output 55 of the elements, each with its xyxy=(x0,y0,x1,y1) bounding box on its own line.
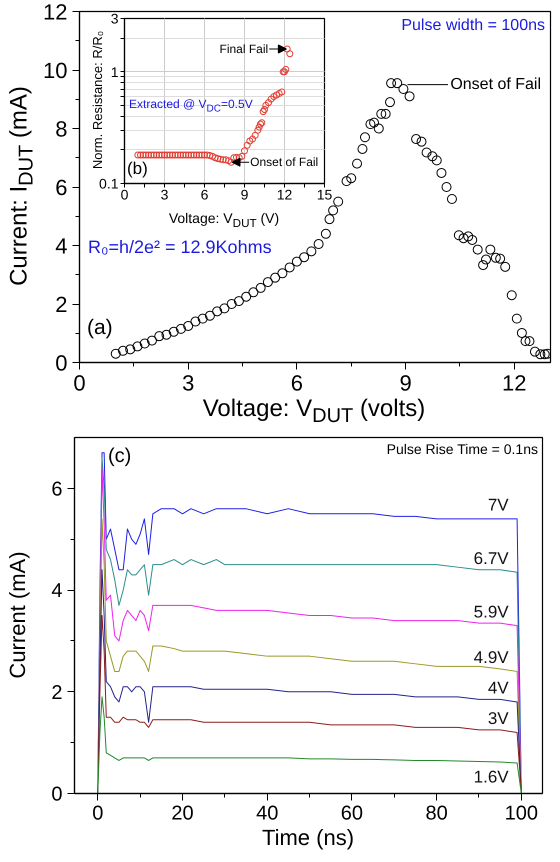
x-tick-label: 9 xyxy=(240,186,249,202)
series-label: 1.6V xyxy=(474,767,510,786)
x-tick-label: 6 xyxy=(290,370,304,396)
x-tick-label: 0 xyxy=(120,186,129,202)
x-tick-label: 100 xyxy=(504,802,538,824)
line-series xyxy=(97,569,522,794)
y-tick-label: 0 xyxy=(51,784,62,806)
x-axis-title: Voltage: V$_{DUT}$ (V) xyxy=(168,210,280,231)
x-tick-label: 20 xyxy=(171,802,194,824)
annotation: Pulse width = 100ns xyxy=(401,17,545,35)
y-axis-title: Norm. Resistance: R/R₀ xyxy=(90,30,106,170)
x-tick-label: 80 xyxy=(425,802,448,824)
x-tick-label: 9 xyxy=(399,370,412,396)
x-tick-label: 3 xyxy=(182,370,194,396)
y-tick-label: 4 xyxy=(55,234,68,258)
y-tick-label: 4 xyxy=(51,580,62,602)
line-series xyxy=(97,518,522,794)
annotation: Extracted @ V$_{DC}$=0.5V xyxy=(129,97,253,114)
annotation: Pulse Rise Time = 0.1ns xyxy=(386,441,538,458)
series-label: 4V xyxy=(488,678,510,698)
y-tick-label: 6 xyxy=(51,478,62,500)
y-tick-label: 8 xyxy=(55,116,68,142)
y-tick-label: 1 xyxy=(110,64,119,80)
series-label: 6.7V xyxy=(474,549,510,568)
y-tick-label: 2 xyxy=(51,682,62,704)
x-tick-label: 12 xyxy=(502,370,527,396)
annotation: Onset of Fail xyxy=(450,76,542,94)
x-tick-label: 6 xyxy=(200,186,209,202)
x-tick-label: 40 xyxy=(256,802,278,824)
series-label: 4.9V xyxy=(474,648,510,668)
series-label: 7V xyxy=(488,496,510,515)
x-axis-title: Time (ns) xyxy=(262,825,354,850)
y-tick-label: 3 xyxy=(110,10,119,26)
y-tick-label: 10 xyxy=(43,58,68,83)
y-tick-label: 2 xyxy=(55,292,68,317)
x-tick-label: 0 xyxy=(92,802,104,824)
x-tick-label: 15 xyxy=(316,186,332,202)
annotation: Onset of Fail xyxy=(250,155,318,170)
y-tick-label: 12 xyxy=(43,0,68,24)
y-axis-title: Current (mA) xyxy=(4,551,30,679)
x-tick-label: 3 xyxy=(160,186,169,202)
annotation: (b) xyxy=(127,159,148,179)
y-tick-label: 0.1 xyxy=(99,176,119,192)
y-tick-label: 0 xyxy=(55,350,68,376)
x-tick-label: 12 xyxy=(276,186,292,202)
annotation: (c) xyxy=(108,445,132,467)
x-tick-label: 0 xyxy=(73,370,86,396)
annotation: Final Fail xyxy=(219,42,268,56)
series-label: 3V xyxy=(488,709,510,728)
series-label: 5.9V xyxy=(474,602,510,622)
line-series xyxy=(97,696,522,794)
x-axis-title: Voltage: V$_{DUT}$ (volts) xyxy=(202,395,426,427)
annotation: (a) xyxy=(87,316,113,340)
x-tick-label: 60 xyxy=(340,802,364,824)
annotation: R₀=h/2e² = 12.9Kohms xyxy=(88,237,272,258)
